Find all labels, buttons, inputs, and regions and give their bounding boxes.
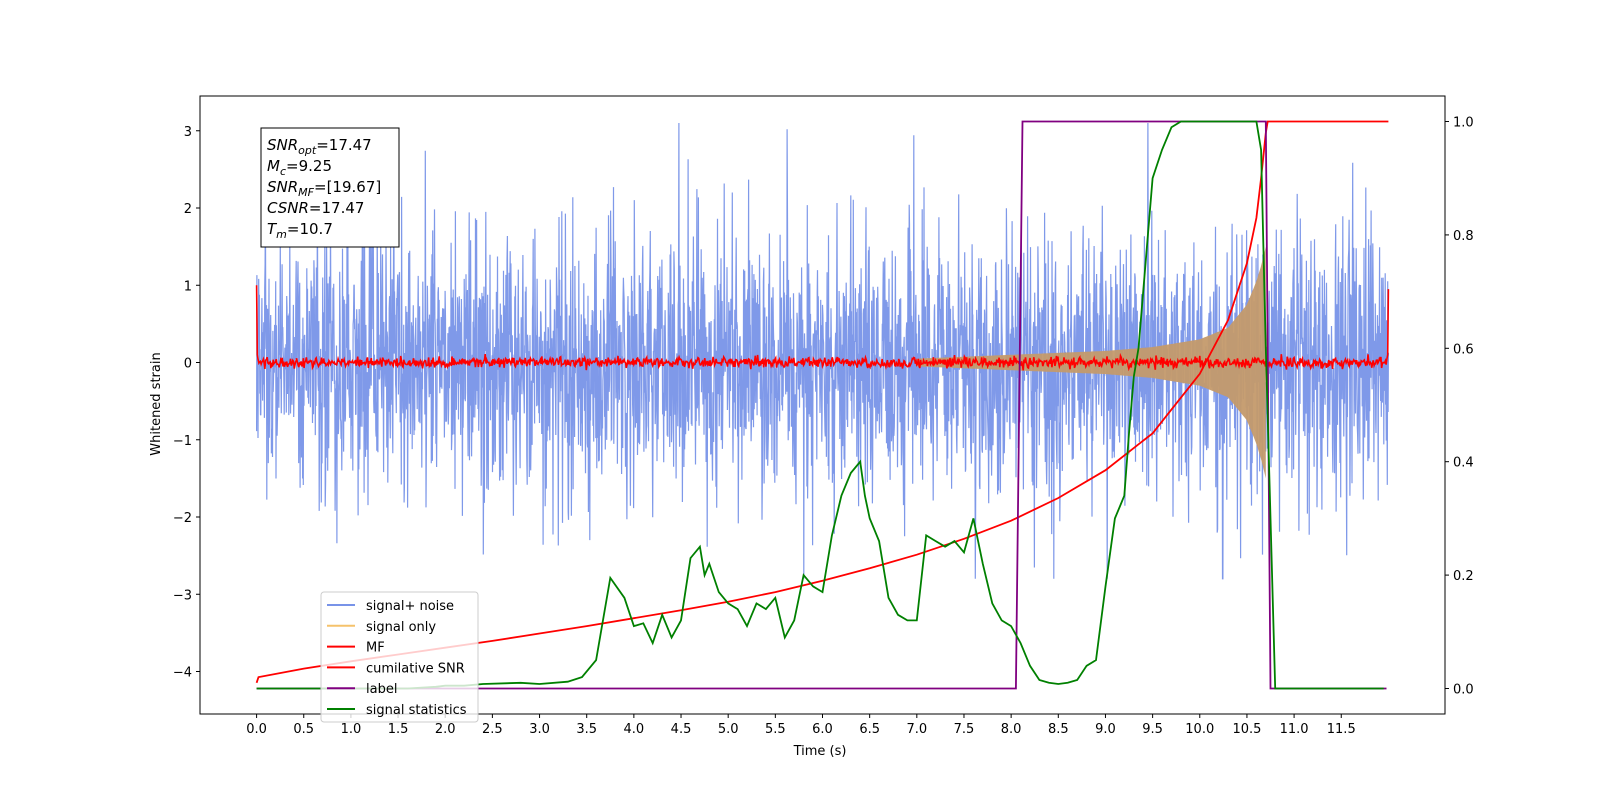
y-tick-label: 3 [184, 125, 192, 140]
info-subscript: opt [298, 144, 317, 157]
info-box-line: SNRopt=17.47 [267, 136, 372, 157]
x-tick-label: 4.5 [671, 722, 692, 737]
y2-tick-label: 0.8 [1453, 229, 1474, 244]
info-symbol: SNR [267, 136, 298, 154]
x-tick-label: 9.0 [1095, 722, 1116, 737]
legend-label: signal only [366, 620, 436, 635]
info-subscript: MF [298, 186, 314, 199]
info-subscript: c [280, 165, 286, 178]
info-value: =[19.67] [314, 178, 381, 196]
x-tick-label: 5.5 [765, 722, 786, 737]
info-value: =10.7 [287, 220, 333, 238]
y-tick-label: 1 [184, 279, 192, 294]
y-tick-label: −1 [173, 434, 192, 449]
y-axis-label: Whitened strain [149, 352, 164, 455]
x-tick-label: 11.5 [1327, 722, 1356, 737]
x-tick-label: 11.0 [1280, 722, 1309, 737]
x-tick-label: 3.0 [529, 722, 550, 737]
info-value: =17.47 [309, 199, 365, 217]
info-value: =9.25 [286, 157, 332, 175]
info-box: SNRopt=17.47Mc=9.25SNRMF=[19.67]CSNR=17.… [260, 127, 400, 248]
info-symbol: M [267, 157, 280, 175]
x-tick-label: 3.5 [576, 722, 597, 737]
legend-label: label [366, 682, 397, 697]
y2-tick-label: 1.0 [1453, 116, 1474, 131]
info-box-frame [260, 127, 400, 248]
legend-label: cumilative SNR [366, 661, 465, 676]
x-tick-label: 7.5 [954, 722, 975, 737]
ticks-layer: 0.0 0.5 1.0 1.5 2.0 2.5 3.0 3.5 4.0 4.5 5.0 5.5 6.0 6… [173, 116, 1474, 737]
x-tick-label: 1.5 [388, 722, 409, 737]
x-tick-label: 1.0 [341, 722, 362, 737]
x-tick-label: 10.0 [1185, 722, 1214, 737]
x-axis-label: Time (s) [793, 744, 847, 759]
x-tick-label: 7.0 [906, 722, 927, 737]
x-tick-label: 8.0 [1001, 722, 1022, 737]
info-symbol: T [267, 220, 278, 238]
info-symbol: SNR [267, 178, 298, 196]
y2-tick-label: 0.2 [1453, 569, 1474, 584]
info-symbol: CSNR [267, 199, 309, 217]
legend: signal+ noise signal only MF cumilative SNR… [320, 591, 479, 723]
x-tick-label: 2.5 [482, 722, 503, 737]
legend-label: signal+ noise [366, 599, 454, 614]
x-tick-label: 4.0 [624, 722, 645, 737]
info-box-line: Tm=10.7 [267, 220, 333, 241]
mf-line [255, 285, 1390, 372]
x-tick-label: 9.5 [1142, 722, 1163, 737]
legend-frame [320, 591, 479, 723]
info-box-line: CSNR=17.47 [267, 199, 364, 217]
y-tick-label: −2 [173, 511, 192, 526]
y-tick-label: 2 [184, 202, 192, 217]
info-subscript: m [276, 228, 287, 241]
y2-tick-label: 0.4 [1453, 456, 1474, 471]
info-box-line: SNRMF=[19.67] [267, 178, 381, 199]
x-tick-label: 6.5 [859, 722, 880, 737]
x-tick-label: 0.0 [246, 722, 267, 737]
legend-label: MF [366, 641, 385, 656]
y-tick-label: 0 [184, 357, 192, 372]
info-box-line: Mc=9.25 [267, 157, 332, 178]
x-tick-label: 5.0 [718, 722, 739, 737]
x-tick-label: 2.0 [435, 722, 456, 737]
y2-tick-label: 0.0 [1453, 682, 1474, 697]
x-tick-label: 6.0 [812, 722, 833, 737]
x-tick-label: 8.5 [1048, 722, 1069, 737]
x-tick-label: 0.5 [293, 722, 314, 737]
y-tick-label: −3 [173, 588, 192, 603]
legend-label: signal statistics [366, 703, 467, 718]
y-tick-label: −4 [173, 666, 192, 681]
info-value: =17.47 [316, 136, 372, 154]
y2-tick-label: 0.6 [1453, 342, 1474, 357]
x-tick-label: 10.5 [1232, 722, 1261, 737]
signal-statistics-line [256, 120, 1384, 690]
